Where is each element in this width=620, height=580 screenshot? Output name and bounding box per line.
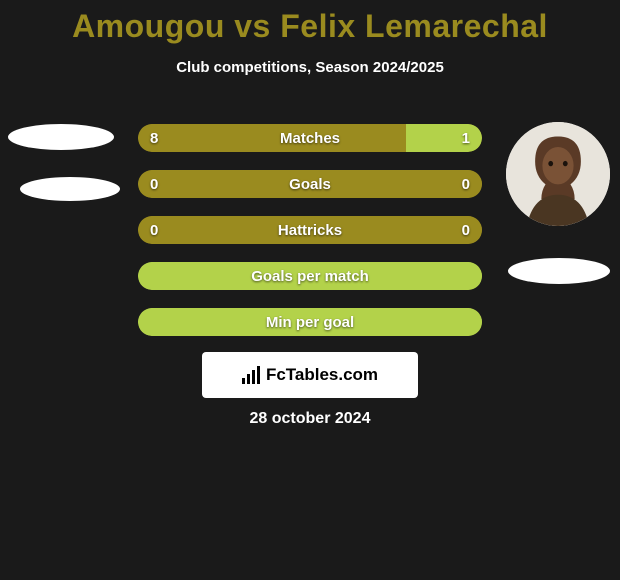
right-name-ellipse	[508, 258, 610, 284]
stat-label: Hattricks	[138, 216, 482, 244]
stat-row-min-per-goal: Min per goal	[138, 308, 482, 336]
stat-row-hattricks: 0 Hattricks 0	[138, 216, 482, 244]
stat-label: Goals per match	[138, 262, 482, 290]
chart-bars-icon	[242, 366, 260, 384]
stat-row-goals-per-match: Goals per match	[138, 262, 482, 290]
stat-bars-container: 8 Matches 1 0 Goals 0 0 Hattricks 0 Goal…	[138, 124, 482, 354]
comparison-title: Amougou vs Felix Lemarechal	[0, 0, 620, 45]
comparison-subtitle: Club competitions, Season 2024/2025	[0, 59, 620, 76]
stat-label: Min per goal	[138, 308, 482, 336]
fctables-logo[interactable]: FcTables.com	[202, 352, 418, 398]
left-name-ellipse-1	[8, 124, 114, 150]
stat-value-right: 1	[462, 124, 470, 152]
stat-label: Matches	[138, 124, 482, 152]
avatar-placeholder-icon	[506, 122, 610, 226]
stat-value-right: 0	[462, 216, 470, 244]
stat-row-matches: 8 Matches 1	[138, 124, 482, 152]
logo-text: FcTables.com	[266, 365, 378, 385]
stat-label: Goals	[138, 170, 482, 198]
player-avatar-right	[506, 122, 610, 226]
stat-row-goals: 0 Goals 0	[138, 170, 482, 198]
left-name-ellipse-2	[20, 177, 120, 201]
stat-value-right: 0	[462, 170, 470, 198]
snapshot-date: 28 october 2024	[0, 410, 620, 428]
